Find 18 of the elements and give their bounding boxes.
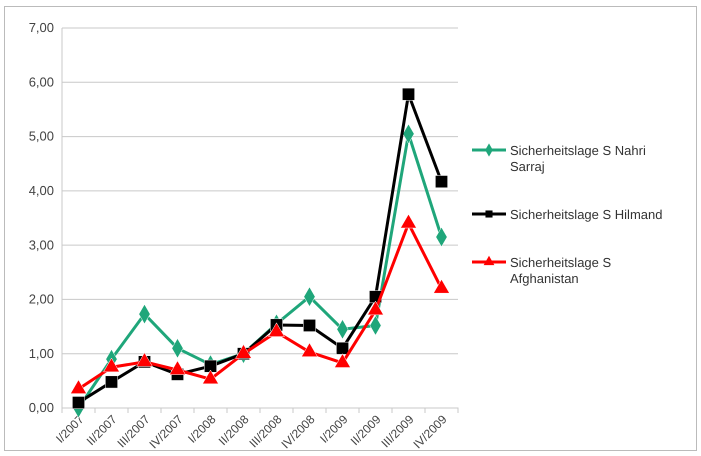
legend-label: Sicherheitslage S Nahri Sarraj bbox=[510, 143, 646, 174]
y-tick-label: 5,00 bbox=[28, 128, 54, 144]
y-tick-label: 0,00 bbox=[28, 400, 54, 416]
point bbox=[303, 319, 316, 332]
legend-label: Sicherheitslage S Hilmand bbox=[510, 207, 662, 222]
point bbox=[105, 376, 118, 388]
legend-label: Sicherheitslage S Afghanistan bbox=[510, 255, 612, 286]
point bbox=[435, 175, 448, 188]
y-tick-label: 4,00 bbox=[28, 183, 54, 198]
y-tick-label: 3,00 bbox=[28, 237, 54, 252]
y-tick-label: 1,00 bbox=[28, 346, 54, 361]
point bbox=[204, 360, 217, 373]
point bbox=[402, 88, 415, 101]
y-tick-label: 6,00 bbox=[28, 74, 54, 90]
point bbox=[336, 342, 349, 355]
point bbox=[72, 396, 85, 409]
y-tick-label: 7,00 bbox=[28, 20, 54, 36]
y-tick-label: 2,00 bbox=[28, 292, 54, 307]
